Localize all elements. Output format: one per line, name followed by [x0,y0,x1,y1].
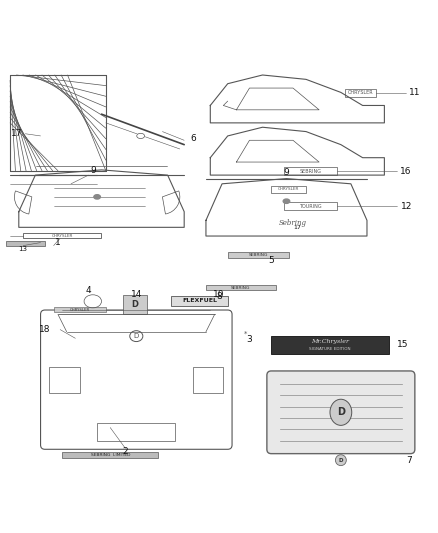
Text: 14: 14 [131,290,142,299]
Text: CHRYSLER: CHRYSLER [70,308,90,312]
Text: *: * [244,331,247,337]
Bar [23,233,102,238]
Bar [345,89,376,97]
Bar [6,241,45,246]
Text: 17: 17 [11,130,22,138]
Text: 13: 13 [19,246,28,252]
Text: 7: 7 [406,456,412,465]
Text: 10: 10 [213,290,225,300]
Text: SEBRING: SEBRING [248,253,268,257]
Text: D: D [337,407,345,417]
Text: 1: 1 [55,238,61,247]
Text: CHRYSLER: CHRYSLER [52,233,73,238]
Ellipse shape [137,133,145,139]
Bar [123,295,147,314]
FancyBboxPatch shape [267,371,415,454]
Text: 16: 16 [400,167,412,176]
Bar [271,186,306,192]
Text: 2: 2 [123,447,128,456]
Text: SIGNATURE EDITION: SIGNATURE EDITION [309,347,351,351]
Text: 4: 4 [85,286,91,295]
Text: D: D [134,333,139,339]
Text: Mr.Chrysler: Mr.Chrysler [311,339,349,344]
Text: 9: 9 [283,168,290,177]
Bar [97,423,176,441]
Text: 8: 8 [216,292,222,301]
Text: 15: 15 [397,341,409,349]
Ellipse shape [94,195,100,199]
Text: 11: 11 [409,88,420,98]
Text: SEBRING: SEBRING [231,286,251,289]
Text: FLEXFUEL: FLEXFUEL [182,298,217,303]
Text: SEBRING  LIMITED: SEBRING LIMITED [91,454,130,457]
Text: D: D [339,458,343,463]
Bar [62,453,158,458]
Ellipse shape [330,399,352,425]
Text: CHRYSLER: CHRYSLER [278,188,299,191]
Bar [53,307,106,312]
Ellipse shape [336,455,346,466]
Bar [284,202,336,210]
Text: D: D [131,300,138,309]
Text: 12: 12 [400,201,412,211]
Text: 17: 17 [293,225,301,230]
Text: 6: 6 [190,134,196,143]
Bar [228,252,289,258]
Text: 18: 18 [39,325,51,334]
Bar [171,296,228,305]
Ellipse shape [283,199,290,204]
Text: Sebring: Sebring [279,219,307,227]
Text: SEBRING: SEBRING [300,168,321,174]
Bar [271,336,389,353]
Text: 5: 5 [268,256,274,265]
Text: 3: 3 [247,335,252,344]
Text: CHRYSLER: CHRYSLER [348,91,373,95]
Bar [206,285,276,290]
Text: TOURING: TOURING [299,204,321,208]
Bar [284,167,336,175]
Text: 9: 9 [90,166,95,175]
Bar [193,367,223,393]
Bar [49,367,80,393]
